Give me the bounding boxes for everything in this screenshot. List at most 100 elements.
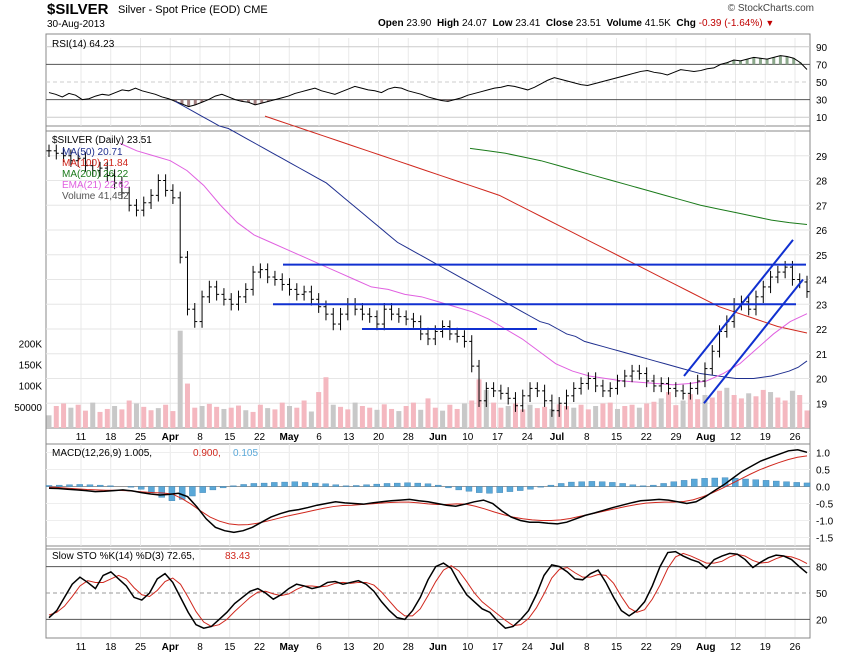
rsi-y-tick: 90 <box>816 43 828 54</box>
macd-y-tick: -0.5 <box>816 500 834 511</box>
macd-histogram-bar <box>516 486 524 491</box>
macd-histogram-bar <box>127 486 135 488</box>
volume-bar <box>133 403 139 428</box>
rsi-y-tick: 10 <box>816 113 828 124</box>
volume-bar <box>155 408 161 428</box>
macd-y-tick: 0.5 <box>816 466 830 477</box>
macd-histogram-bar <box>260 482 268 487</box>
macd-signal-value: 0.900, <box>193 448 221 459</box>
rsi-title: RSI(14) 64.23 <box>52 39 115 50</box>
volume-bar <box>461 403 467 428</box>
sto-x-tick: Apr <box>162 642 179 653</box>
macd-histogram-bar <box>158 486 165 498</box>
macd-histogram-bar <box>353 485 360 487</box>
low-label: Low <box>492 18 513 29</box>
volume-bar <box>797 395 803 428</box>
macd-histogram-bar <box>609 482 616 487</box>
instrument-name: Silver - Spot Price (EOD) CME <box>118 4 268 16</box>
volume-bar <box>403 406 409 428</box>
sto-k-line <box>48 550 808 630</box>
channel-lower-line <box>703 278 804 404</box>
volume-bar <box>374 409 380 428</box>
sto-x-tick: 15 <box>224 642 236 653</box>
macd-histogram-bar <box>803 482 811 487</box>
volume-bar <box>104 408 110 428</box>
macd-histogram-bar <box>394 482 401 487</box>
volume-bar <box>447 404 453 428</box>
sto-x-tick: Aug <box>696 642 715 653</box>
rsi-y-tick: 30 <box>816 96 828 107</box>
macd-histogram-bar <box>45 485 53 487</box>
price-x-tick: 15 <box>611 432 623 443</box>
volume-bar <box>432 407 438 428</box>
macd-histogram-bar <box>476 486 483 493</box>
volume-bar <box>396 411 402 428</box>
chart-frame <box>45 33 811 639</box>
quote-summary: Open 23.90 High 24.07 Low 23.41 Close 23… <box>378 18 774 29</box>
sto-x-tick: 6 <box>316 642 322 653</box>
price-x-tick: 15 <box>224 432 236 443</box>
macd-hist-value: 0.105 <box>233 448 258 459</box>
ma100-line <box>264 115 808 334</box>
price-x-tick: 25 <box>135 432 147 443</box>
volume-bar <box>738 398 744 428</box>
volume-bar <box>250 411 256 428</box>
macd-histogram-bar <box>281 481 288 487</box>
volume-bar <box>381 404 387 428</box>
sto-x-tick: 22 <box>641 642 653 653</box>
close-value: 23.51 <box>575 18 601 29</box>
macd-histogram-bar <box>660 483 667 487</box>
macd-histogram-bar <box>783 481 790 487</box>
volume-bar <box>46 415 52 428</box>
price-x-tick: 13 <box>343 432 355 443</box>
macd-histogram-bar <box>97 484 104 487</box>
rsi-y-tick: 50 <box>816 78 828 89</box>
price-x-tick: May <box>280 432 300 443</box>
volume-bar <box>389 408 395 428</box>
macd-histogram-bar <box>752 479 759 487</box>
volume-y-tick: 50000 <box>14 403 42 414</box>
macd-y-tick: 0.0 <box>816 483 830 494</box>
volume-bar <box>789 390 795 428</box>
price-x-tick: 8 <box>584 432 590 443</box>
volume-bar <box>746 393 752 428</box>
volume-bar <box>782 400 788 428</box>
sto-x-tick: 29 <box>670 642 682 653</box>
macd-histogram-bar <box>557 483 565 487</box>
volume-bar <box>206 403 212 428</box>
price-legend-item: MA(100) 21.84 <box>62 158 129 169</box>
macd-histogram-bar <box>701 478 708 487</box>
price-legend-item: EMA(21) 22.62 <box>62 180 130 191</box>
volume-value: 41.5K <box>644 18 671 29</box>
price-legend-item: Volume 41,452 <box>62 191 129 202</box>
macd-histogram-bar <box>424 483 432 487</box>
volume-bar <box>629 404 635 428</box>
volume-bar <box>571 407 577 428</box>
sto-x-tick: 20 <box>373 642 385 653</box>
macd-histogram-bar <box>76 484 83 487</box>
volume-bar <box>483 389 489 428</box>
volume-bar <box>97 411 103 428</box>
volume-bar <box>768 392 774 428</box>
sto-x-tick: 8 <box>584 642 590 653</box>
macd-histogram-bar <box>486 486 493 494</box>
volume-bar <box>512 403 518 428</box>
volume-bar <box>221 408 227 428</box>
sto-x-tick: 28 <box>403 642 415 653</box>
volume-bar <box>673 405 679 428</box>
chart-date: 30-Aug-2013 <box>47 19 105 30</box>
macd-histogram-bar <box>373 483 380 487</box>
price-legend-item: MA(200) 26.22 <box>62 169 129 180</box>
volume-label: Volume <box>606 18 642 29</box>
macd-histogram-bar <box>219 486 227 489</box>
price-y-tick: 20 <box>816 375 828 386</box>
low-value: 23.41 <box>515 18 541 29</box>
sto-x-tick: 13 <box>343 642 355 653</box>
macd-histogram-bar <box>762 480 770 487</box>
price-y-tick: 25 <box>816 251 828 262</box>
macd-title: MACD(12,26,9) 1.005, <box>52 448 152 459</box>
macd-histogram-bar <box>742 478 749 487</box>
volume-bar <box>265 408 271 428</box>
rsi-y-tick: 70 <box>816 60 828 71</box>
price-x-tick: 22 <box>641 432 653 443</box>
